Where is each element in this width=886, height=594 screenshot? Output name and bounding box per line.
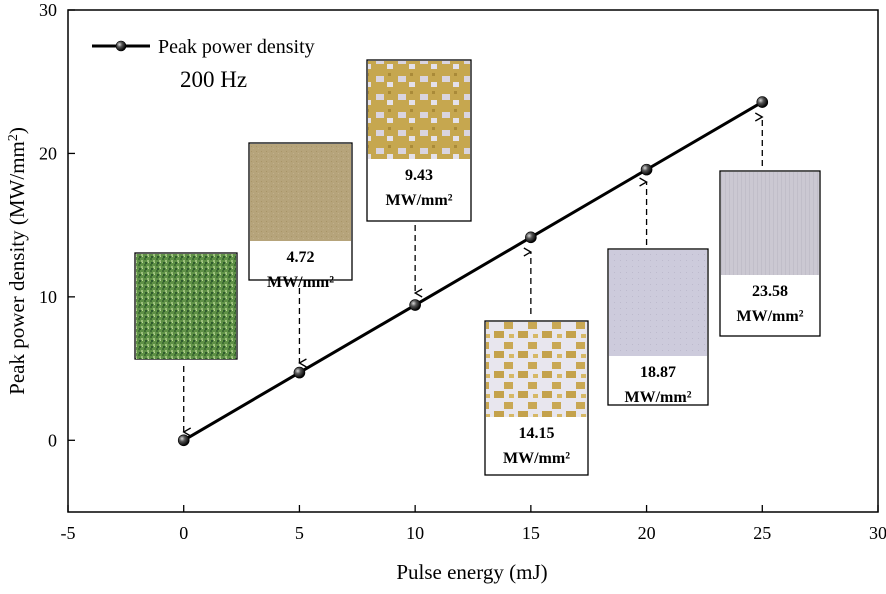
x-tick-label: 30 xyxy=(869,523,886,543)
legend-label: Peak power density xyxy=(158,36,315,58)
inset-unit: MW/mm² xyxy=(503,450,570,467)
y-axis-title-main: Peak power density (MW/mm xyxy=(5,141,29,395)
inset-value: 9.43 xyxy=(405,167,433,184)
x-tick-label: 0 xyxy=(179,523,188,543)
inset-image-tan xyxy=(250,144,351,241)
y-axis-title-superscript: 2 xyxy=(6,134,21,141)
y-tick-label: 30 xyxy=(39,0,57,20)
x-tick-label: 10 xyxy=(406,523,424,543)
y-axis-title: Peak power density (MW/mm2) xyxy=(5,127,29,395)
x-axis-title: Pulse energy (mJ) xyxy=(396,560,547,584)
inset-2: 9.43 MW/mm² xyxy=(367,60,471,293)
legend: Peak power density xyxy=(92,36,315,58)
data-point xyxy=(641,164,652,175)
frequency-annotation: 200 Hz xyxy=(180,67,247,92)
inset-value: 14.15 xyxy=(519,425,555,442)
inset-unit: MW/mm² xyxy=(625,389,692,406)
inset-unit: MW/mm² xyxy=(267,274,334,291)
inset-image-gold-patchy xyxy=(368,61,470,159)
inset-unit: MW/mm² xyxy=(386,192,453,209)
inset-image-lavender xyxy=(609,250,707,356)
x-tick-label: 15 xyxy=(522,523,540,543)
legend-marker xyxy=(116,41,126,51)
inset-value: 4.72 xyxy=(287,249,315,266)
y-tick-label: 20 xyxy=(39,143,57,163)
inset-0 xyxy=(135,253,237,432)
data-point xyxy=(410,300,421,311)
x-tick-label: -5 xyxy=(61,523,76,543)
inset-4: 18.87 MW/mm² xyxy=(608,182,708,406)
x-tick-label: 20 xyxy=(638,523,656,543)
data-point xyxy=(178,435,189,446)
data-point xyxy=(525,232,536,243)
data-point xyxy=(757,97,768,108)
y-tick-label: 0 xyxy=(48,430,57,450)
inset-unit: MW/mm² xyxy=(737,308,804,325)
inset-1: 4.72 MW/mm² xyxy=(249,143,352,363)
y-axis-title-close: ) xyxy=(5,127,29,134)
inset-value: 18.87 xyxy=(640,364,676,381)
data-point xyxy=(294,367,305,378)
inset-value: 23.58 xyxy=(752,283,788,300)
inset-image-patchy-white xyxy=(486,322,587,417)
inset-3: 14.15 MW/mm² xyxy=(485,252,588,475)
y-tick-label: 10 xyxy=(39,287,57,307)
x-axis: -5 0 5 10 15 20 25 30 xyxy=(61,505,886,543)
x-tick-label: 5 xyxy=(295,523,304,543)
x-tick-label: 25 xyxy=(753,523,771,543)
inset-image-gray xyxy=(721,172,819,275)
inset-image-green xyxy=(136,254,236,359)
y-axis: 0 10 20 30 xyxy=(39,0,75,450)
inset-5: 23.58 MW/mm² xyxy=(720,117,820,336)
